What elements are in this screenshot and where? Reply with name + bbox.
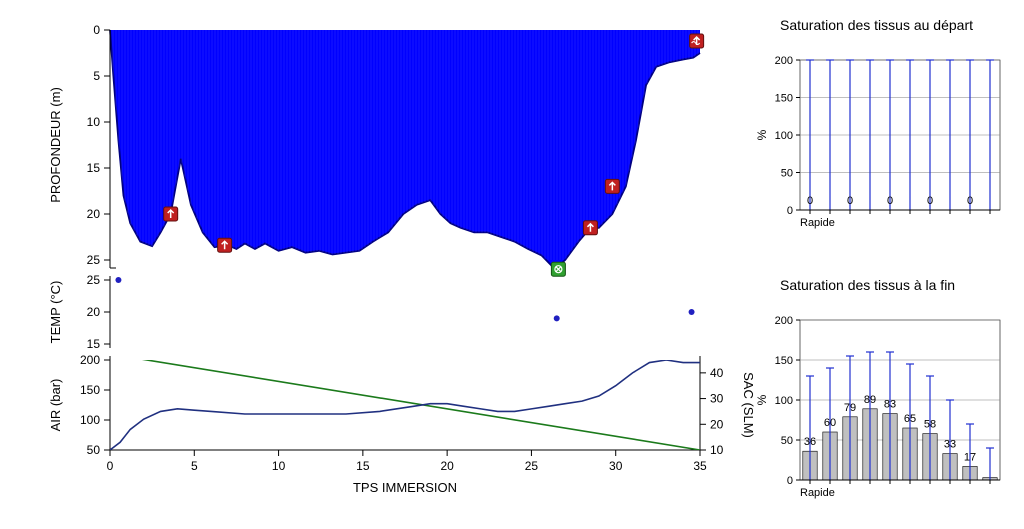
- start-sat-ytick: 0: [787, 205, 793, 217]
- air-ytick-right: 20: [710, 417, 724, 431]
- end-sat-ytick: 200: [775, 315, 793, 327]
- depth-ytick: 5: [93, 69, 100, 83]
- air-ytick-right: 40: [710, 366, 724, 380]
- start-sat-bar-label: 0: [967, 195, 973, 207]
- temp-point: [115, 277, 121, 283]
- x-tick: 15: [356, 459, 370, 473]
- temp-ytick: 15: [87, 337, 101, 351]
- depth-ytick: 0: [93, 23, 100, 37]
- x-tick: 5: [191, 459, 198, 473]
- end-sat-ytick: 0: [787, 475, 793, 487]
- air-ylabel-left: AIR (bar): [48, 379, 63, 432]
- start-sat-ytick: 150: [775, 93, 793, 105]
- x-tick: 30: [609, 459, 623, 473]
- end-sat-ytick: 150: [775, 355, 793, 367]
- dive-dashboard: 0 5 10 15 20 25 PROFONDEUR (m) 15 20 25 TEMP (°C) 5…: [0, 0, 1024, 526]
- temp-point: [689, 309, 695, 315]
- end-sat-ytick: 50: [781, 435, 793, 447]
- x-tick: 10: [272, 459, 286, 473]
- end-sat-bar-label: 89: [864, 394, 876, 406]
- air-pressure-line: [110, 354, 700, 450]
- end-sat-ytick: 100: [775, 395, 793, 407]
- depth-marker: [551, 262, 565, 276]
- x-label: TPS IMMERSION: [353, 480, 457, 495]
- sac-line: [110, 360, 700, 450]
- air-ytick-left: 100: [80, 413, 100, 427]
- depth-marker: [583, 221, 597, 235]
- start-sat-ytick: 200: [775, 55, 793, 67]
- start-sat-ytick: 100: [775, 130, 793, 142]
- end-sat-bar-label: 65: [904, 413, 916, 425]
- end-sat-bar-label: 79: [844, 402, 856, 414]
- end-sat-ylabel: %: [755, 394, 769, 405]
- depth-ylabel: PROFONDEUR (m): [48, 87, 63, 203]
- temp-point: [554, 315, 560, 321]
- temp-ylabel: TEMP (°C): [48, 281, 63, 344]
- depth-marker: [164, 207, 178, 221]
- start-sat-xlabel: Rapide: [800, 217, 835, 229]
- air-ytick-left: 150: [80, 383, 100, 397]
- depth-ytick: 25: [87, 253, 101, 267]
- start-sat-bar-label: 0: [847, 195, 853, 207]
- start-sat-bar-label: 0: [807, 195, 813, 207]
- end-sat-title: Saturation des tissus à la fin: [780, 277, 955, 293]
- air-ytick-left: 50: [87, 443, 101, 457]
- end-sat-xlabel: Rapide: [800, 487, 835, 499]
- temp-ytick: 20: [87, 305, 101, 319]
- temp-ytick: 25: [87, 273, 101, 287]
- x-tick: 0: [107, 459, 114, 473]
- end-sat-bar-label: 83: [884, 399, 896, 411]
- x-tick: 20: [440, 459, 454, 473]
- depth-ytick: 15: [87, 161, 101, 175]
- end-sat-bar-label: 58: [924, 419, 936, 431]
- start-sat-bar-label: 0: [927, 195, 933, 207]
- end-sat-bar-label: 60: [824, 417, 836, 429]
- depth-marker: [690, 34, 704, 48]
- start-sat-bar-label: 0: [887, 195, 893, 207]
- air-ytick-left: 200: [80, 353, 100, 367]
- depth-profile-fill: [110, 30, 700, 269]
- depth-marker: [218, 238, 232, 252]
- end-sat-bar-label: 17: [964, 451, 976, 463]
- air-ytick-right: 30: [710, 392, 724, 406]
- x-tick: 35: [693, 459, 707, 473]
- start-sat-ylabel: %: [755, 129, 769, 140]
- depth-marker: [605, 179, 619, 193]
- air-ytick-right: 10: [710, 443, 724, 457]
- x-tick: 25: [525, 459, 539, 473]
- end-sat-bar-label: 36: [804, 436, 816, 448]
- start-sat-title: Saturation des tissus au départ: [780, 17, 973, 33]
- depth-ytick: 20: [87, 207, 101, 221]
- start-sat-ytick: 50: [781, 168, 793, 180]
- end-sat-bar-label: 33: [944, 439, 956, 451]
- air-ylabel-right: SAC (SLM): [741, 372, 756, 438]
- depth-ytick: 10: [87, 115, 101, 129]
